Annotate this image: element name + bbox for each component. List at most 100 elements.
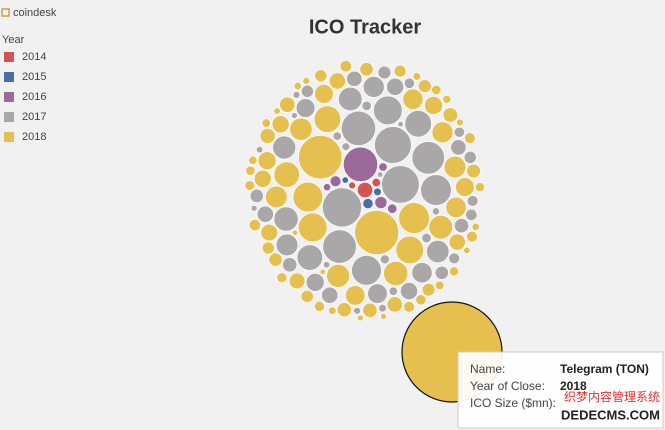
- chart-title: ICO Tracker: [309, 16, 422, 38]
- bubble: [449, 266, 459, 277]
- bubble: [361, 100, 372, 111]
- bubble: [328, 306, 337, 315]
- legend-swatch: [4, 132, 14, 142]
- bubble: [271, 115, 290, 134]
- bubble: [402, 88, 424, 110]
- bubble: [282, 257, 298, 273]
- bubble: [362, 198, 374, 210]
- bubble: [273, 206, 299, 232]
- bubble: [357, 314, 364, 322]
- bubble: [322, 229, 357, 264]
- legend-swatch: [4, 112, 14, 122]
- bubble: [466, 195, 479, 207]
- bubble: [321, 286, 339, 304]
- bubble: [248, 155, 258, 165]
- bubble: [345, 285, 366, 306]
- bubble: [475, 182, 485, 192]
- bubble: [305, 273, 325, 292]
- bubble: [245, 165, 256, 176]
- bubble: [374, 126, 412, 164]
- bubble: [442, 107, 458, 123]
- watermark: DEDECMS.COM: [561, 407, 660, 422]
- bubble: [434, 265, 449, 280]
- bubble: [357, 182, 373, 198]
- bubble: [253, 169, 272, 188]
- bubble: [301, 84, 314, 98]
- bubble: [341, 110, 376, 146]
- bubble: [336, 302, 352, 318]
- bubble: [323, 261, 331, 269]
- bubble: [398, 202, 430, 234]
- bubble: [260, 223, 278, 242]
- bubble: [322, 187, 362, 228]
- bubble: [259, 128, 276, 144]
- brand-icon: [1, 8, 10, 17]
- bubble: [431, 121, 454, 144]
- bubble: [288, 272, 306, 290]
- bubble: [431, 84, 442, 95]
- bubble: [450, 139, 467, 156]
- bubble: [463, 246, 471, 254]
- bubble: [362, 302, 378, 318]
- bubble: [351, 255, 382, 286]
- bubble: [448, 233, 466, 251]
- bubble: [428, 215, 453, 240]
- tooltip-label: Year of Close:: [470, 379, 545, 393]
- bubble: [256, 146, 264, 154]
- tooltip: Name: Telegram (TON) Year of Close: 2018…: [457, 351, 664, 429]
- bubble: [456, 118, 464, 127]
- bubble: [341, 142, 351, 151]
- bubble: [380, 313, 387, 320]
- bubble: [415, 294, 427, 306]
- bubble: [302, 77, 310, 85]
- bubble: [261, 241, 275, 255]
- bubble: [300, 289, 314, 303]
- watermark: 织梦内容管理系统: [564, 389, 660, 404]
- bubble: [292, 181, 324, 213]
- bubble: [346, 70, 363, 87]
- bubble: [256, 205, 274, 223]
- brand: coindesk: [13, 7, 57, 19]
- bubble: [295, 98, 316, 118]
- bubble: [292, 91, 301, 99]
- legend-swatch: [4, 72, 14, 82]
- bubble: [338, 86, 363, 112]
- legend-label: 2014: [22, 51, 46, 63]
- bubble: [466, 163, 481, 179]
- bubble: [272, 135, 296, 160]
- bubble: [377, 65, 392, 80]
- bubble: [353, 307, 361, 315]
- legend-title: Year: [2, 34, 25, 46]
- bubble: [387, 203, 398, 214]
- legend-label: 2017: [22, 111, 46, 123]
- bubble: [403, 77, 415, 89]
- bubble: [431, 207, 440, 216]
- bubble: [386, 77, 404, 96]
- bubble: [445, 196, 467, 218]
- bubble: [380, 254, 390, 265]
- bubble: [403, 301, 415, 313]
- bubble: [404, 110, 432, 138]
- bubble: [411, 141, 445, 175]
- bubble: [329, 175, 342, 187]
- bubble: [448, 252, 460, 265]
- tooltip-value: Telegram (TON): [560, 362, 649, 376]
- bubble: [434, 280, 445, 291]
- bubble: [319, 268, 326, 275]
- bubbles: [244, 60, 503, 403]
- bubble: [417, 79, 432, 93]
- legend-label: 2018: [22, 131, 46, 143]
- bubble: [273, 107, 281, 115]
- bubble: [393, 64, 407, 78]
- bubble: [443, 155, 467, 179]
- bubble: [268, 252, 283, 267]
- bubble: [426, 240, 450, 263]
- bubble: [400, 282, 418, 300]
- bubble: [463, 151, 477, 164]
- bubble: [466, 230, 478, 243]
- bubble: [332, 131, 342, 141]
- tooltip-label: ICO Size ($mn):: [470, 396, 556, 410]
- bubble: [314, 300, 325, 312]
